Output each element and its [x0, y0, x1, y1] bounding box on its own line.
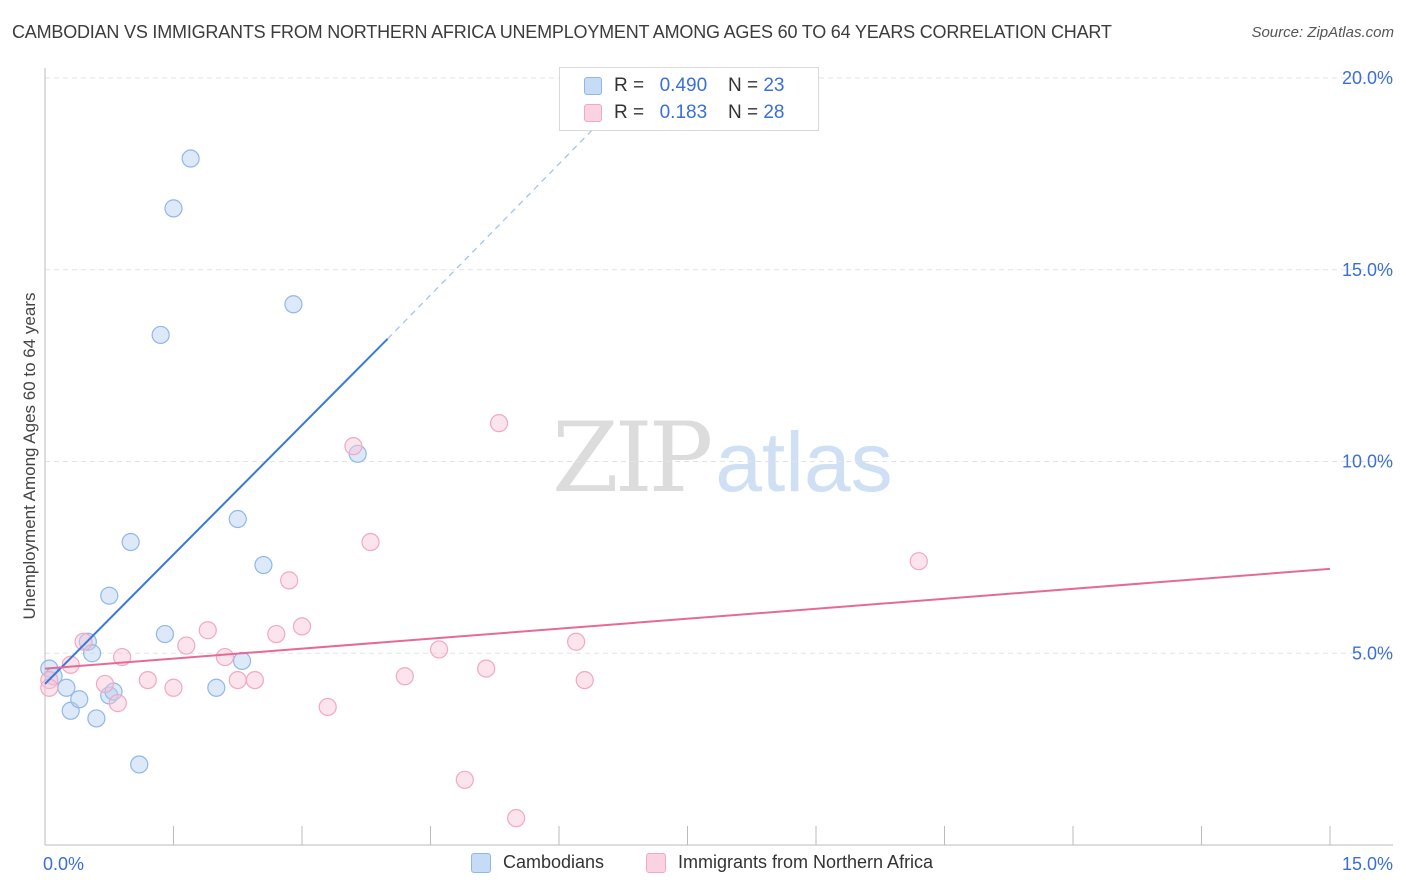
y-axis-label: Unemployment Among Ages 60 to 64 years [20, 292, 39, 620]
series-legend-swatch [471, 852, 491, 873]
series-legend-cambodians: Cambodians [471, 852, 604, 873]
point-cambodians [207, 678, 226, 697]
point-cambodians [151, 325, 170, 345]
point-northern-africa [292, 617, 312, 636]
series-legend-swatch [646, 852, 666, 873]
series-legend-label: Cambodians [503, 852, 605, 872]
trendline-cambodians-extension [387, 119, 603, 340]
x-tick-label: 0.0% [43, 854, 84, 874]
point-northern-africa [567, 632, 586, 651]
legend-r-value: 0.183 [659, 102, 708, 123]
point-northern-africa [267, 624, 286, 644]
point-northern-africa [909, 552, 928, 571]
point-northern-africa [344, 437, 363, 456]
y-tick-label: 20.0% [1342, 68, 1393, 88]
point-cambodians [232, 651, 252, 671]
source-label: Source: ZipAtlas.com [1251, 24, 1394, 41]
legend-r-value: 0.490 [659, 75, 708, 96]
point-northern-africa [108, 694, 127, 713]
point-northern-africa [507, 809, 526, 828]
point-cambodians [100, 586, 119, 605]
point-northern-africa [245, 670, 264, 690]
point-northern-africa [280, 571, 299, 590]
point-cambodians [181, 149, 200, 168]
point-northern-africa [215, 647, 234, 667]
trendline-cambodians [44, 338, 389, 685]
point-northern-africa [198, 621, 217, 640]
legend-row-northern-africa: R = 0.183 N = 28 [584, 100, 784, 126]
point-northern-africa [395, 667, 414, 686]
series-legend-northern-africa: Immigrants from Northern Africa [646, 852, 933, 873]
watermark-zip: ZIP [552, 402, 713, 514]
point-northern-africa [455, 770, 474, 789]
point-cambodians [228, 509, 247, 529]
chart-title: CAMBODIAN VS IMMIGRANTS FROM NORTHERN AF… [12, 22, 1112, 42]
point-northern-africa [138, 670, 157, 690]
point-cambodians [87, 709, 106, 728]
y-tick-label: 5.0% [1352, 643, 1393, 663]
point-cambodians [130, 755, 149, 774]
legend-n-value: 28 [763, 102, 785, 123]
point-northern-africa [61, 655, 80, 674]
point-northern-africa [164, 678, 183, 697]
series-legend-label: Immigrants from Northern Africa [678, 852, 934, 872]
point-cambodians [155, 624, 175, 644]
point-northern-africa [575, 670, 594, 690]
point-northern-africa [228, 670, 247, 690]
point-northern-africa [489, 414, 509, 433]
point-cambodians [121, 532, 140, 552]
point-northern-africa [361, 532, 380, 552]
trendline-northern-africa [44, 567, 1331, 670]
point-cambodians [164, 199, 183, 218]
point-northern-africa [477, 659, 496, 678]
point-northern-africa [177, 636, 196, 655]
legend-n-label: N = [727, 75, 759, 96]
legend-r-label: R = [614, 75, 645, 96]
point-northern-africa [40, 678, 59, 697]
legend-swatch-cambodians [584, 77, 602, 95]
legend-n-value: 23 [763, 75, 785, 96]
watermark: ZIPatlas [552, 402, 893, 514]
point-northern-africa [318, 697, 337, 717]
point-cambodians [70, 690, 89, 709]
point-cambodians [254, 555, 273, 575]
point-northern-africa [95, 674, 115, 694]
legend-row-cambodians: R = 0.490 N = 23 [584, 73, 784, 99]
legend-swatch-northern-africa [584, 104, 602, 122]
series-legend: Cambodians Immigrants from Northern Afri… [0, 852, 1406, 876]
legend-r-label: R = [614, 102, 645, 123]
correlation-legend: R = 0.490 N = 23 R = 0.183 N = 28 [559, 67, 819, 131]
y-tick-label: 10.0% [1342, 452, 1393, 472]
legend-n-label: N = [727, 102, 759, 123]
y-tick-label: 15.0% [1342, 260, 1393, 280]
point-northern-africa [74, 632, 93, 651]
x-tick-label: 15.0% [1342, 854, 1393, 874]
point-northern-africa [429, 640, 449, 659]
point-cambodians [284, 295, 303, 314]
